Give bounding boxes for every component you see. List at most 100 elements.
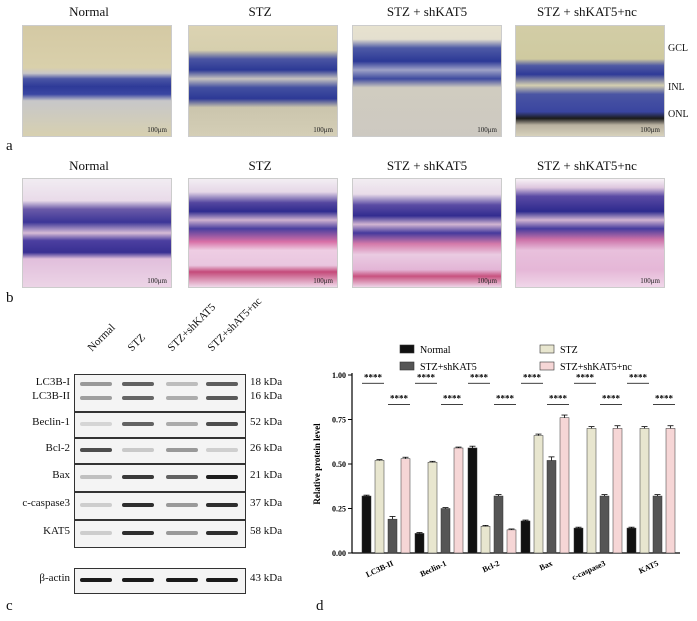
b-title-shkat5: STZ + shKAT5 [386,158,468,173]
y-tick-label: 0.50 [332,460,346,469]
y-tick-label: 1.00 [332,371,346,380]
wb-kda-label: 58 kDa [250,525,283,537]
x-tick-label: c-caspase3 [570,559,606,582]
wb-band [122,396,154,400]
wb-lane-title-stz: STZ [125,331,148,354]
wb-protein-label: Beclin-1 [32,416,70,428]
wb-protein-label: LC3B-I [35,376,70,388]
panel-letter-c: c [6,598,13,614]
bar [652,495,663,554]
wb-band [80,503,112,507]
scale-bar-label: 100μm [477,126,497,134]
wb-band [80,396,112,400]
a-title-normal: Normal [69,4,109,19]
bar [374,460,385,554]
wb-band [80,422,112,426]
b-image-normal: 100μm [22,178,172,288]
wb-protein-label: KAT5 [43,525,70,537]
wb-kda-label: 43 kDa [250,572,283,584]
bar-chart: Normal STZ STZ+shKAT5 STZ+shKAT5+nc 0.00 0.25… [312,344,680,582]
panel-letter-b: b [6,290,14,306]
b-title-stz: STZ [248,158,272,173]
legend-label: STZ+shKAT5 [420,362,477,373]
significance-marker: **** [655,394,674,404]
y-axis-label: Relative protein level [312,423,322,505]
bar [387,518,398,554]
wb-band [166,578,198,582]
legend-swatch [399,361,415,371]
legend-label: Normal [420,345,451,356]
wb-band [80,382,112,386]
wb-band [206,475,238,479]
significance-marker: **** [470,372,489,382]
wb-band [122,531,154,535]
scale-bar-label: 100μm [640,126,660,134]
wb-band [166,448,198,452]
scale-bar-label: 100μm [313,126,333,134]
wb-band [206,503,238,507]
bar [400,458,411,554]
y-tick-label: 0.75 [332,416,346,425]
wb-band [122,382,154,386]
bar [467,447,478,554]
bar [612,428,623,554]
scale-bar-label: 100μm [477,277,497,285]
significance-marker: **** [629,372,648,382]
wb-protein-label: Bcl-2 [45,442,70,454]
wb-protein-label: β-actin [39,572,70,584]
significance-marker: **** [417,372,436,382]
wb-band [206,531,238,535]
x-tick-label: LC3B-II [364,559,394,580]
significance-marker: **** [364,372,383,382]
bar [586,428,597,554]
panel-letter-d: d [316,598,324,614]
wb-band [166,422,198,426]
bar [665,428,676,554]
wb-lane-title-normal: Normal [85,321,118,354]
wb-band [166,382,198,386]
bar [520,520,531,554]
x-tick-label: Bcl-2 [481,559,501,575]
wb-protein-label: LC3B-II [32,390,70,402]
scale-bar-label: 100μm [147,277,167,285]
x-tick-label: KAT5 [637,559,660,576]
wb-band [122,448,154,452]
significance-marker: **** [602,394,621,404]
bar [414,533,425,554]
significance-marker: **** [496,394,515,404]
wb-band [80,475,112,479]
wb-band [166,503,198,507]
wb-band [80,531,112,535]
a-image-shkat5nc: 100μm [515,25,665,137]
significance-marker: **** [390,394,409,404]
x-tick-label: Bax [538,559,554,573]
legend-label: STZ+shKAT5+nc [560,362,632,373]
bar [440,508,451,554]
a-image-normal: 100μm [22,25,172,137]
bar [626,527,637,554]
bar [506,529,517,554]
significance-marker: **** [523,372,542,382]
a-image-stz: 100μm [188,25,338,137]
a-title-shkat5nc: STZ + shKAT5+nc [537,4,637,19]
wb-kda-label: 37 kDa [250,497,283,509]
a-title-stz: STZ [248,4,272,19]
wb-blot-row [74,464,246,492]
wb-band [206,382,238,386]
a-image-shkat5: 100μm [352,25,502,137]
wb-lane-title-shkat5nc: STZ+shAT5+nc [205,295,265,354]
wb-band [166,531,198,535]
legend-label: STZ [560,345,578,356]
wb-kda-label: 52 kDa [250,416,283,428]
y-tick-label: 0.25 [332,505,346,514]
wb-band [80,578,112,582]
b-image-shkat5nc: 100μm [515,178,665,288]
legend-swatch [539,361,555,371]
legend-swatch [399,344,415,354]
bar [493,495,504,554]
layer-label-onl: ONL [668,109,689,120]
wb-band [122,475,154,479]
significance-marker: **** [443,394,462,404]
bar [427,461,438,554]
bar [559,417,570,554]
